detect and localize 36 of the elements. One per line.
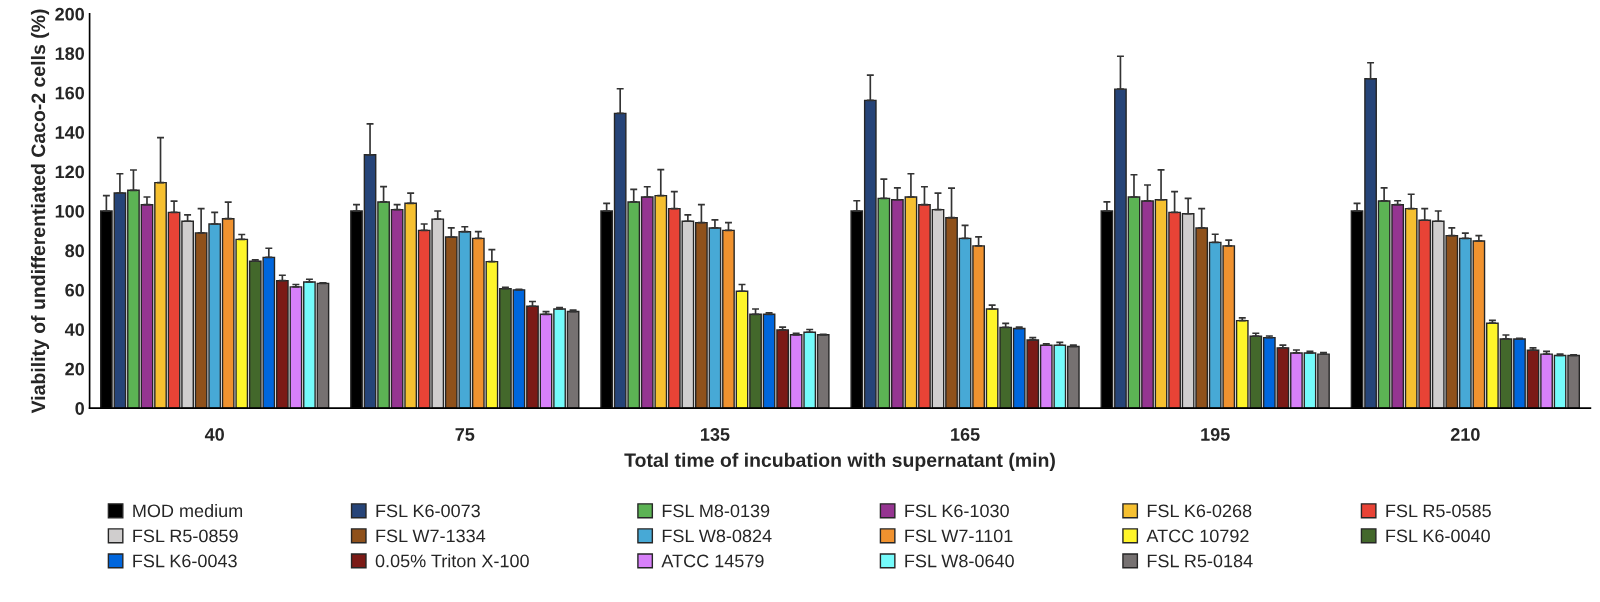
legend-label: FSL R5-0859	[133, 529, 238, 543]
legend-label: FSL K6-1030	[905, 504, 1009, 518]
legend-label: FSL K6-0268	[1147, 504, 1252, 518]
legend-label: ATCC 10792	[1146, 529, 1249, 543]
y-tick-label: 0	[75, 402, 84, 415]
legend-label: FSL W8-0824	[662, 529, 772, 543]
y-tick-label: 20	[65, 362, 84, 376]
y-tick-label: 40	[64, 323, 84, 337]
legend-label: MOD medium	[133, 503, 243, 518]
x-tick-label: 135	[701, 428, 730, 441]
y-axis-title: Viability of undifferentiated Caco-2 cells (%)	[30, 9, 50, 414]
legend-label: FSL W7-1101	[905, 529, 1013, 543]
legend-label: ATCC 14579	[661, 554, 764, 568]
legend-label: FSL K6-0040	[1386, 529, 1490, 543]
x-tick-label: 210	[1450, 428, 1480, 441]
y-tick-label: 100	[55, 204, 84, 218]
legend-label: FSL K6-0073	[376, 504, 480, 518]
x-axis-title: Total time of incubation with supernatant (min)	[624, 452, 1055, 471]
legend-label: FSL K6-0043	[133, 554, 237, 568]
y-tick-label: 200	[55, 7, 84, 21]
legend-label: 0.05% Triton X-100	[375, 554, 529, 568]
y-tick-label: 140	[55, 126, 84, 139]
x-tick-label: 75	[455, 428, 475, 441]
y-tick-label: 60	[65, 283, 84, 297]
legend-label: FSL R5-0585	[1386, 504, 1491, 518]
legend-label: FSL M8-0139	[662, 504, 770, 518]
y-tick-label: 180	[55, 47, 84, 60]
y-tick-label: 120	[55, 165, 84, 179]
x-tick-label: 40	[204, 428, 224, 441]
legend-label: FSL R5-0184	[1147, 554, 1253, 568]
legend-label: FSL W7-1334	[376, 529, 486, 543]
x-tick-label: 165	[951, 428, 980, 441]
legend-label: FSL W8-0640	[905, 554, 1014, 568]
y-tick-label: 80	[65, 244, 84, 258]
y-tick-label: 160	[55, 86, 84, 100]
x-tick-label: 195	[1201, 428, 1230, 441]
